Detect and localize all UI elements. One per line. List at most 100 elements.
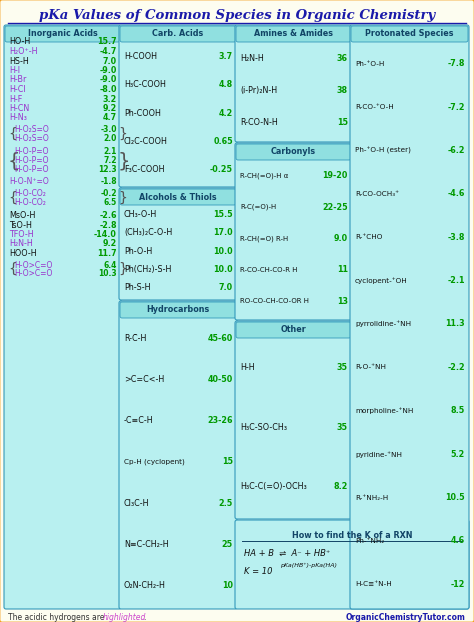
Text: H-N₃: H-N₃: [9, 113, 27, 123]
FancyBboxPatch shape: [4, 25, 121, 609]
FancyBboxPatch shape: [236, 26, 351, 42]
Text: MsO-H: MsO-H: [9, 211, 36, 220]
Text: TsO-H: TsO-H: [9, 221, 32, 230]
Text: O₂N-CH₂-H: O₂N-CH₂-H: [124, 581, 166, 590]
Text: 6.5: 6.5: [104, 198, 117, 207]
Text: TFO-H: TFO-H: [9, 230, 34, 239]
Text: -4.7: -4.7: [100, 47, 117, 56]
Text: -2.1: -2.1: [447, 276, 465, 285]
Text: 3.2: 3.2: [103, 95, 117, 103]
Text: N≡C-CH₂-H: N≡C-CH₂-H: [124, 540, 169, 549]
Text: {: {: [8, 151, 20, 170]
Text: 11: 11: [337, 266, 348, 274]
Text: Ph-S-H: Ph-S-H: [124, 283, 151, 292]
Text: 35: 35: [337, 422, 348, 432]
Text: 6.4: 6.4: [104, 261, 117, 269]
Text: -7.8: -7.8: [447, 59, 465, 68]
Text: 10: 10: [222, 581, 233, 590]
FancyBboxPatch shape: [235, 25, 352, 142]
Text: HO-H: HO-H: [9, 37, 30, 47]
Text: 8.2: 8.2: [334, 482, 348, 491]
Text: Alcohols & Thiols: Alcohols & Thiols: [139, 192, 217, 202]
Text: -9.0: -9.0: [100, 66, 117, 75]
Text: 8.5: 8.5: [451, 406, 465, 415]
Text: 15.5: 15.5: [213, 210, 233, 219]
Text: R-⁺NH₂-H: R-⁺NH₂-H: [355, 494, 388, 501]
Text: H-O₂S=O: H-O₂S=O: [14, 125, 49, 134]
FancyBboxPatch shape: [119, 188, 237, 300]
Text: -14.0: -14.0: [94, 230, 117, 239]
Text: -9.0: -9.0: [100, 75, 117, 85]
Text: 11.7: 11.7: [97, 249, 117, 258]
Text: R-CO-N-H: R-CO-N-H: [240, 118, 278, 128]
Text: -3.0: -3.0: [100, 125, 117, 134]
Text: 15.7: 15.7: [97, 37, 117, 47]
Text: {: {: [8, 190, 17, 205]
Text: }: }: [118, 190, 127, 205]
Text: Carb. Acids: Carb. Acids: [152, 29, 204, 39]
Text: R-CO-⁺O-H: R-CO-⁺O-H: [355, 104, 394, 110]
Text: {: {: [8, 262, 17, 276]
Text: H-CN: H-CN: [9, 104, 29, 113]
Text: pyridine-⁺NH: pyridine-⁺NH: [355, 451, 402, 458]
Text: 2.5: 2.5: [219, 499, 233, 508]
Text: -0.2: -0.2: [100, 189, 117, 198]
Text: 45-60: 45-60: [208, 334, 233, 343]
Text: H₃C-C(=O)-OCH₃: H₃C-C(=O)-OCH₃: [240, 482, 307, 491]
Text: H-O>C=O: H-O>C=O: [14, 269, 52, 279]
Text: H₂O⁺-H: H₂O⁺-H: [9, 47, 37, 56]
Text: H-O₂S=O: H-O₂S=O: [14, 134, 49, 143]
FancyBboxPatch shape: [5, 26, 120, 42]
Text: CH₃-O-H: CH₃-O-H: [124, 210, 157, 219]
FancyBboxPatch shape: [350, 25, 469, 609]
Text: H-I: H-I: [9, 66, 20, 75]
FancyBboxPatch shape: [120, 189, 236, 205]
FancyBboxPatch shape: [236, 144, 351, 160]
Text: H-COOH: H-COOH: [124, 52, 157, 61]
FancyBboxPatch shape: [236, 322, 351, 338]
Text: Carbonyls: Carbonyls: [271, 147, 316, 157]
Text: R-CH(=O)-H α: R-CH(=O)-H α: [240, 172, 288, 179]
Text: -8.0: -8.0: [100, 85, 117, 94]
Text: 19-20: 19-20: [323, 171, 348, 180]
Text: H-O-P=O: H-O-P=O: [14, 156, 48, 165]
Text: >C=C<-H: >C=C<-H: [124, 375, 164, 384]
Text: 36: 36: [337, 53, 348, 63]
Text: Protonated Species: Protonated Species: [365, 29, 454, 39]
Text: -2.6: -2.6: [100, 211, 117, 220]
Text: 7.0: 7.0: [219, 283, 233, 292]
Text: 10.5: 10.5: [446, 493, 465, 502]
Text: 4.2: 4.2: [219, 108, 233, 118]
Text: Ph-⁺NH₂: Ph-⁺NH₂: [355, 538, 384, 544]
Text: H-Br: H-Br: [9, 75, 27, 85]
Text: }: }: [118, 151, 130, 170]
Text: 40-50: 40-50: [208, 375, 233, 384]
Text: Inorganic Acids: Inorganic Acids: [27, 29, 97, 39]
Text: 13: 13: [337, 297, 348, 306]
Text: H-O-CO₂: H-O-CO₂: [14, 189, 46, 198]
FancyBboxPatch shape: [235, 321, 352, 519]
Text: cyclopent-⁺OH: cyclopent-⁺OH: [355, 277, 408, 284]
Text: 2.0: 2.0: [104, 134, 117, 143]
Text: Cp-H (cyclopent): Cp-H (cyclopent): [124, 459, 185, 465]
Text: 4.8: 4.8: [219, 80, 233, 89]
FancyBboxPatch shape: [119, 25, 237, 187]
Text: HA + B  ⇌  A⁻ + HB⁺: HA + B ⇌ A⁻ + HB⁺: [244, 549, 330, 557]
Text: H-Cl: H-Cl: [9, 85, 26, 94]
Text: 5.2: 5.2: [451, 450, 465, 458]
Text: K = 10: K = 10: [244, 567, 273, 575]
Text: R-O-⁺NH: R-O-⁺NH: [355, 364, 386, 370]
Text: R-CO-CH-CO-R H: R-CO-CH-CO-R H: [240, 267, 298, 273]
Text: -12: -12: [451, 580, 465, 589]
Text: Cl₂C-COOH: Cl₂C-COOH: [124, 137, 168, 146]
Text: 4.7: 4.7: [103, 113, 117, 123]
Text: (i-Pr)₂N-H: (i-Pr)₂N-H: [240, 86, 277, 95]
Text: 7.0: 7.0: [103, 57, 117, 65]
Text: }: }: [118, 262, 127, 276]
Text: 12.3: 12.3: [99, 165, 117, 174]
Text: R-CH(=O) R-H: R-CH(=O) R-H: [240, 235, 288, 242]
Text: (CH₃)₂C-O-H: (CH₃)₂C-O-H: [124, 228, 172, 237]
Text: F₃C-COOH: F₃C-COOH: [124, 165, 164, 174]
Text: 10.0: 10.0: [213, 265, 233, 274]
Text: -1.8: -1.8: [100, 177, 117, 186]
